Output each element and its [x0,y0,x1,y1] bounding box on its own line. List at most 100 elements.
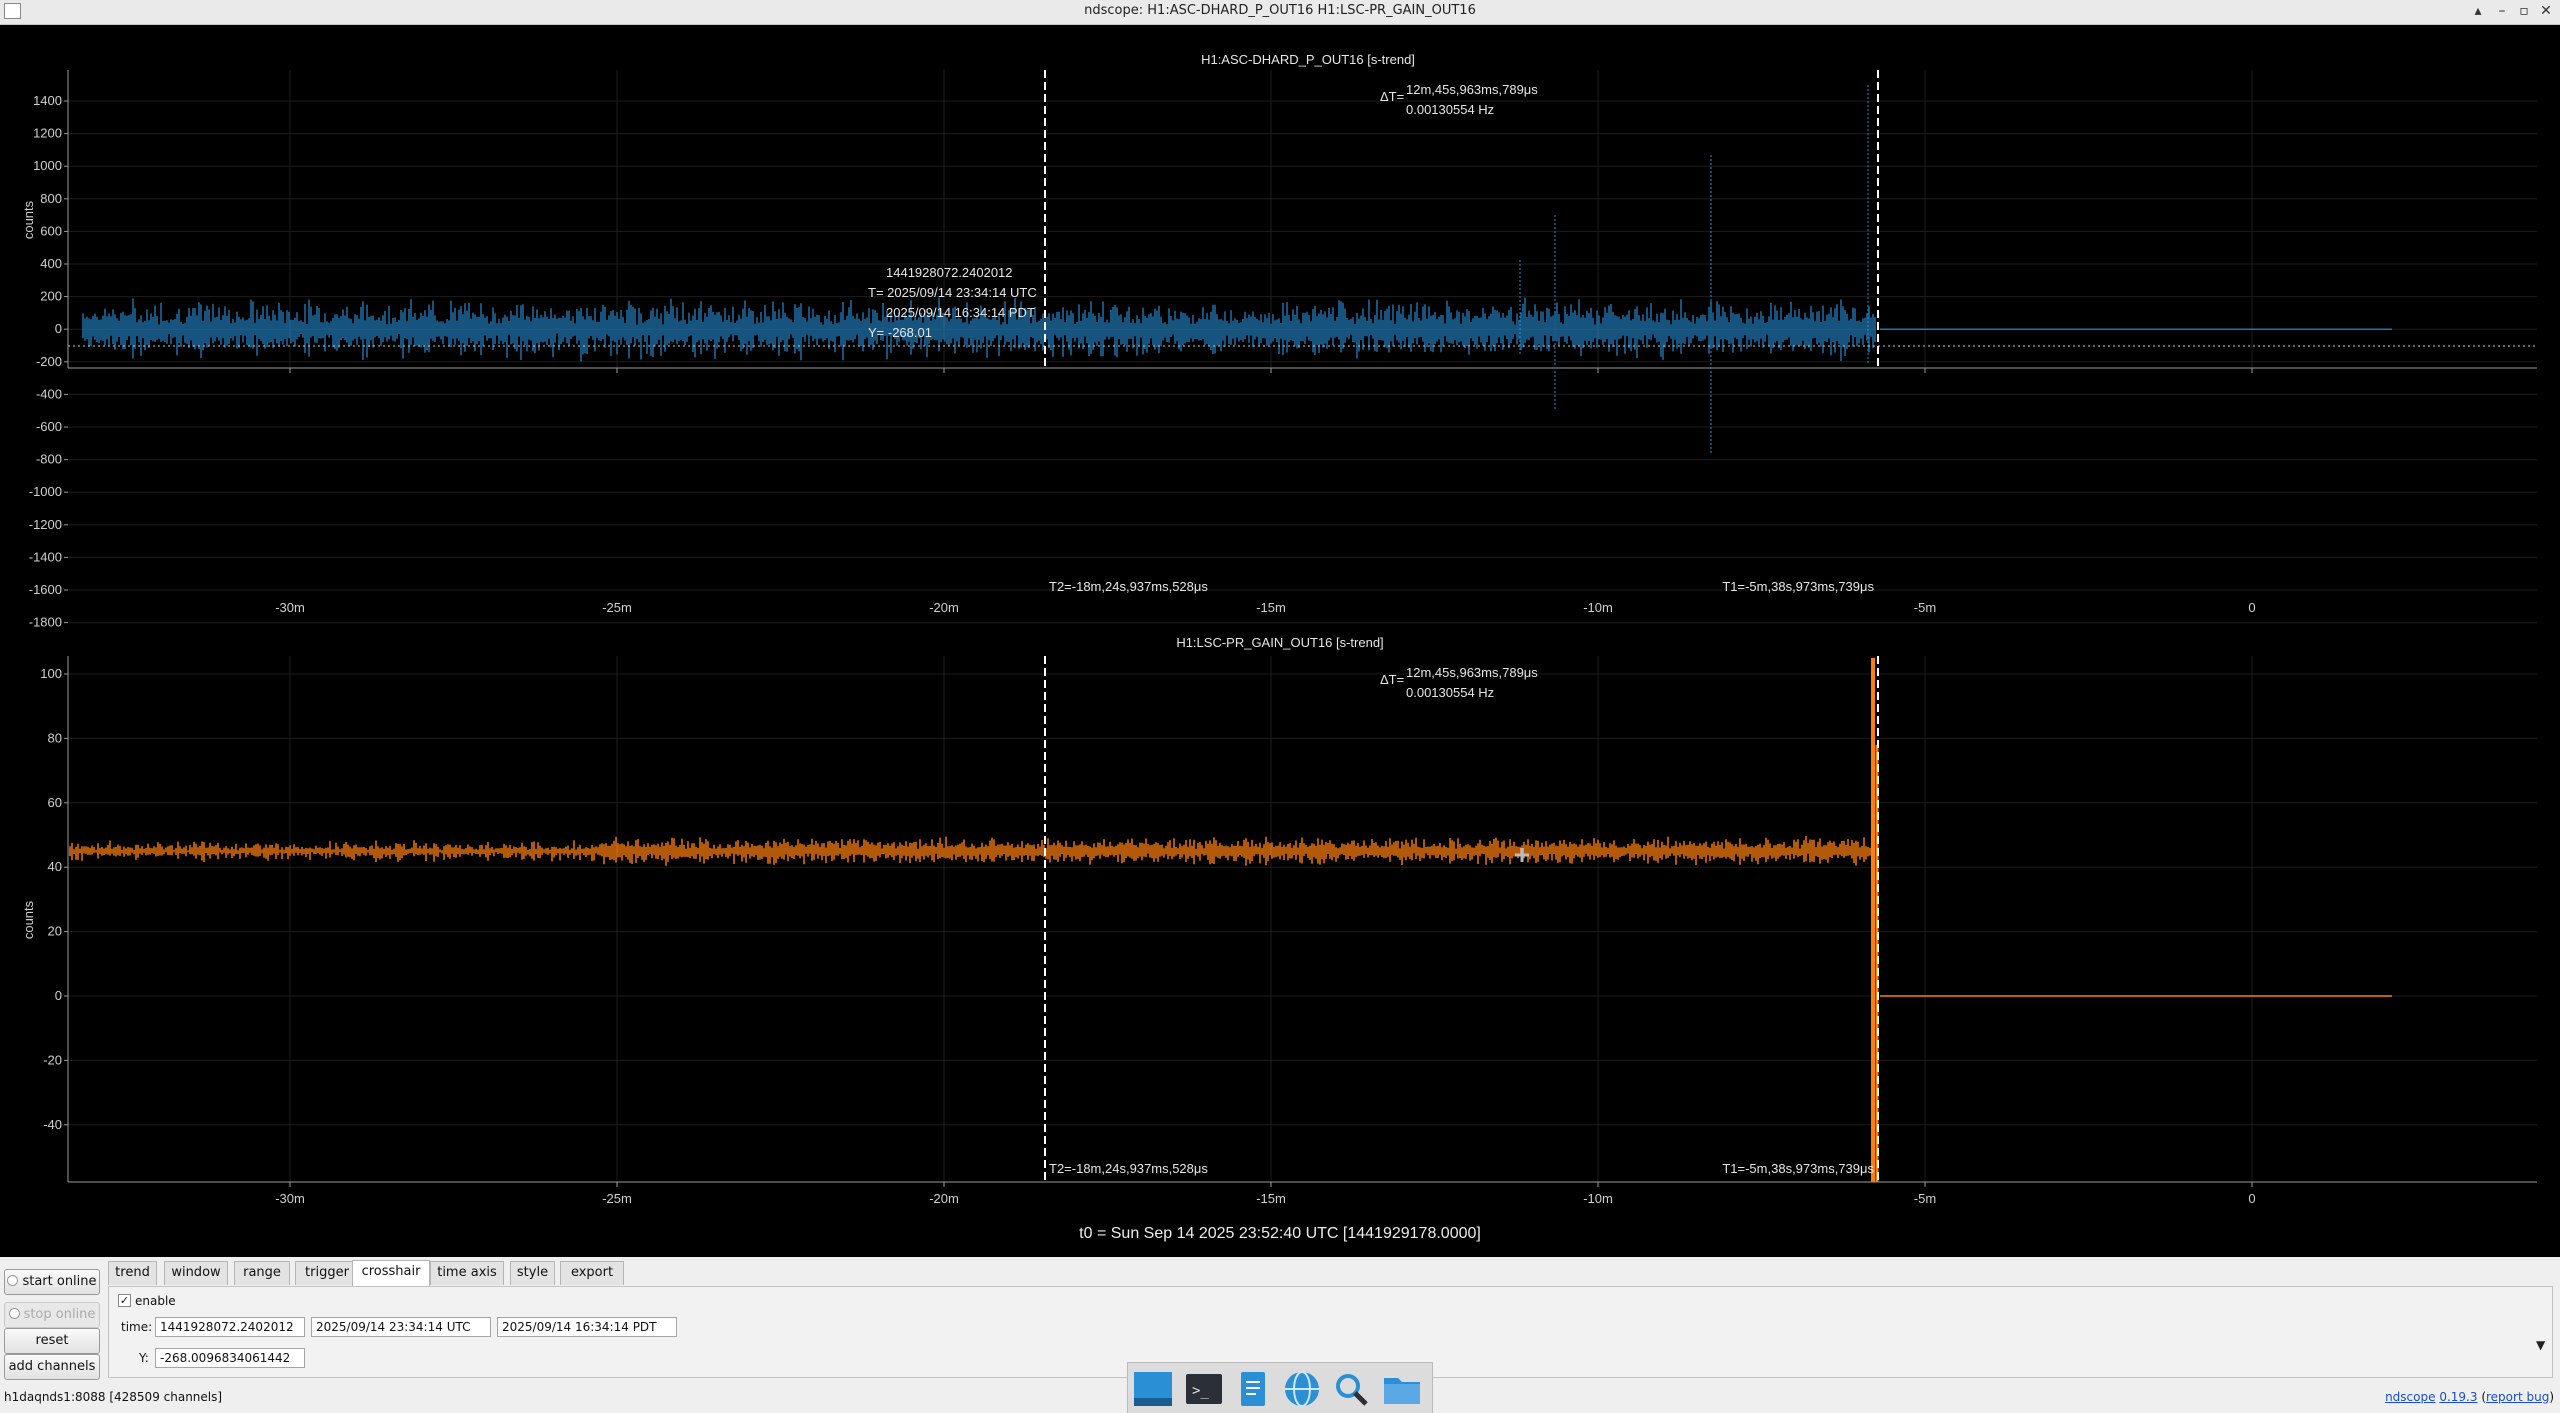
x-tick-label: -5m [1914,600,1936,615]
delta-t-label: ΔT= [1380,672,1404,687]
x-tick-label: -20m [929,1191,959,1206]
add-channels-button[interactable]: add channels [4,1354,100,1380]
t1-label: T1=-5m,38s,973ms,739μs [1722,579,1874,594]
y-tick-label: 0 [55,321,62,336]
desktop-icon[interactable] [1132,1370,1174,1408]
keep-above-icon[interactable]: ▴ [2474,3,2482,19]
y-label: Y: [139,1351,149,1365]
search-icon[interactable] [1330,1370,1372,1408]
y-axis-label: counts [21,900,36,939]
time-pdt-field[interactable]: 2025/09/14 16:34:14 PDT [497,1317,677,1337]
trace-series [69,657,2392,1182]
close-icon[interactable]: ✕ [2540,3,2552,19]
tab-crosshair[interactable]: crosshair [352,1260,430,1286]
tab-trend[interactable]: trend [108,1261,157,1285]
svg-text:>_: >_ [1192,1383,1209,1399]
enable-checkbox[interactable]: ✓ [118,1294,131,1307]
time-label: time: [121,1320,153,1334]
enable-label: enable [135,1294,176,1308]
folder-icon[interactable] [1381,1370,1423,1408]
plots-canvas[interactable]: H1:ASC-DHARD_P_OUT16 [s-trend] 140012001… [0,25,2560,1257]
y-tick-label: -200 [36,354,62,369]
y-tick-label: 600 [40,223,62,238]
text-editor-icon[interactable] [1232,1370,1274,1408]
t1-label: T1=-5m,38s,973ms,739μs [1722,1161,1874,1176]
y-tick-label: 40 [48,859,62,874]
maximize-icon[interactable]: ▫ [2519,3,2529,19]
x-tick-label: 0 [2248,600,2255,615]
tab-time-axis[interactable]: time axis [430,1261,504,1285]
y-tick-label: 200 [40,289,62,304]
y-axis-ticks: 100 80 60 40 20 0 -20 -40 [40,666,68,1132]
tab-window[interactable]: window [164,1261,228,1285]
window-title: ndscope: H1:ASC-DHARD_P_OUT16 H1:LSC-PR_… [1084,3,1476,18]
delta-t-value: 12m,45s,963ms,789μs [1406,665,1538,680]
ndscope-link[interactable]: ndscope [2385,1390,2436,1404]
grid [68,656,2537,1182]
tab-style[interactable]: style [510,1261,555,1285]
y-tick-label: -1200 [29,517,62,532]
time-gps-field[interactable]: 1441928072.2402012 [155,1317,305,1337]
radio-icon [8,1308,20,1319]
radio-icon [7,1275,19,1286]
crosshair-utc: T= 2025/09/14 23:34:14 UTC [868,285,1037,300]
crosshair-gps: 1441928072.2402012 [886,265,1013,280]
y-tick-label: -1800 [29,615,62,630]
crosshair-y: Y= -268.01 [868,325,932,340]
x-tick-label: -10m [1583,600,1613,615]
trace-series [82,85,2392,455]
t2-label: T2=-18m,24s,937ms,528μs [1049,1161,1208,1176]
time-utc-field[interactable]: 2025/09/14 23:34:14 UTC [311,1317,491,1337]
x-axis-ticks: -30m -25m -20m -15m -10m -5m 0 [275,368,2256,615]
x-tick-label: -10m [1583,1191,1613,1206]
y-tick-label: 1400 [33,93,62,108]
terminal-icon[interactable]: >_ [1183,1370,1225,1408]
y-tick-label: 800 [40,191,62,206]
y-tick-label: 20 [48,924,62,939]
stop-online-button[interactable]: stop online [4,1302,100,1328]
version-link[interactable]: 0.19.3 [2439,1390,2478,1404]
delta-t-label: ΔT= [1380,89,1404,104]
y-tick-label: 1200 [33,126,62,141]
plot-area: H1:ASC-DHARD_P_OUT16 [s-trend] 1400 1200 1… [0,25,2560,1257]
tab-trigger[interactable]: trigger [295,1261,359,1285]
tab-export[interactable]: export [560,1261,624,1285]
x-tick-label: -25m [602,600,632,615]
plot-bottom: H1:LSC-PR_GAIN_OUT16 [s-trend] 100 80 60 40… [21,635,2537,1206]
x-tick-label: -20m [929,600,959,615]
y-axis-label: counts [21,200,36,239]
y-tick-label: 400 [40,256,62,271]
report-bug-link[interactable]: report bug [2486,1390,2550,1404]
x-tick-label: -30m [275,600,305,615]
collapse-panel-icon[interactable]: ▼ [2536,1338,2546,1352]
crosshair-pdt: 2025/09/14 16:34:14 PDT [886,305,1035,320]
y-tick-label: -20 [43,1052,62,1067]
y-tick-label: -400 [36,386,62,401]
stop-online-label: stop online [23,1307,96,1322]
y-value-field[interactable]: -268.0096834061442 [155,1348,305,1368]
x-tick-label: 0 [2248,1191,2255,1206]
app-icon[interactable] [4,3,21,19]
version-info: ndscope 0.19.3 (report bug) [2385,1390,2554,1404]
reset-button[interactable]: reset [4,1328,100,1354]
y-tick-label: 1000 [33,158,62,173]
x-tick-label: -25m [602,1191,632,1206]
start-online-label: start online [22,1274,97,1289]
tab-range[interactable]: range [234,1261,290,1285]
y-tick-label: -1600 [29,582,62,597]
t0-label: t0 = Sun Sep 14 2025 23:52:40 UTC [14419… [1079,1225,1481,1242]
y-tick-label: 80 [48,730,62,745]
start-online-button[interactable]: start online [4,1269,100,1295]
control-panel: start online stop online reset add chann… [0,1257,2560,1413]
plot-top: H1:ASC-DHARD_P_OUT16 [s-trend] 140012001… [21,52,2537,630]
y-tick-label: -800 [36,452,62,467]
browser-icon[interactable] [1281,1370,1323,1408]
y-tick-label: -600 [36,419,62,434]
y-tick-label: -1000 [29,484,62,499]
taskbar-dock: >_ [1127,1362,1433,1413]
crosshair-panel: ✓ enable time: 1441928072.2402012 2025/0… [108,1286,2553,1378]
x-tick-label: -15m [1256,1191,1286,1206]
minimize-icon[interactable]: – [2498,3,2506,19]
crosshair-cursor-icon [1515,848,1529,862]
y-tick-label: -40 [43,1117,62,1132]
